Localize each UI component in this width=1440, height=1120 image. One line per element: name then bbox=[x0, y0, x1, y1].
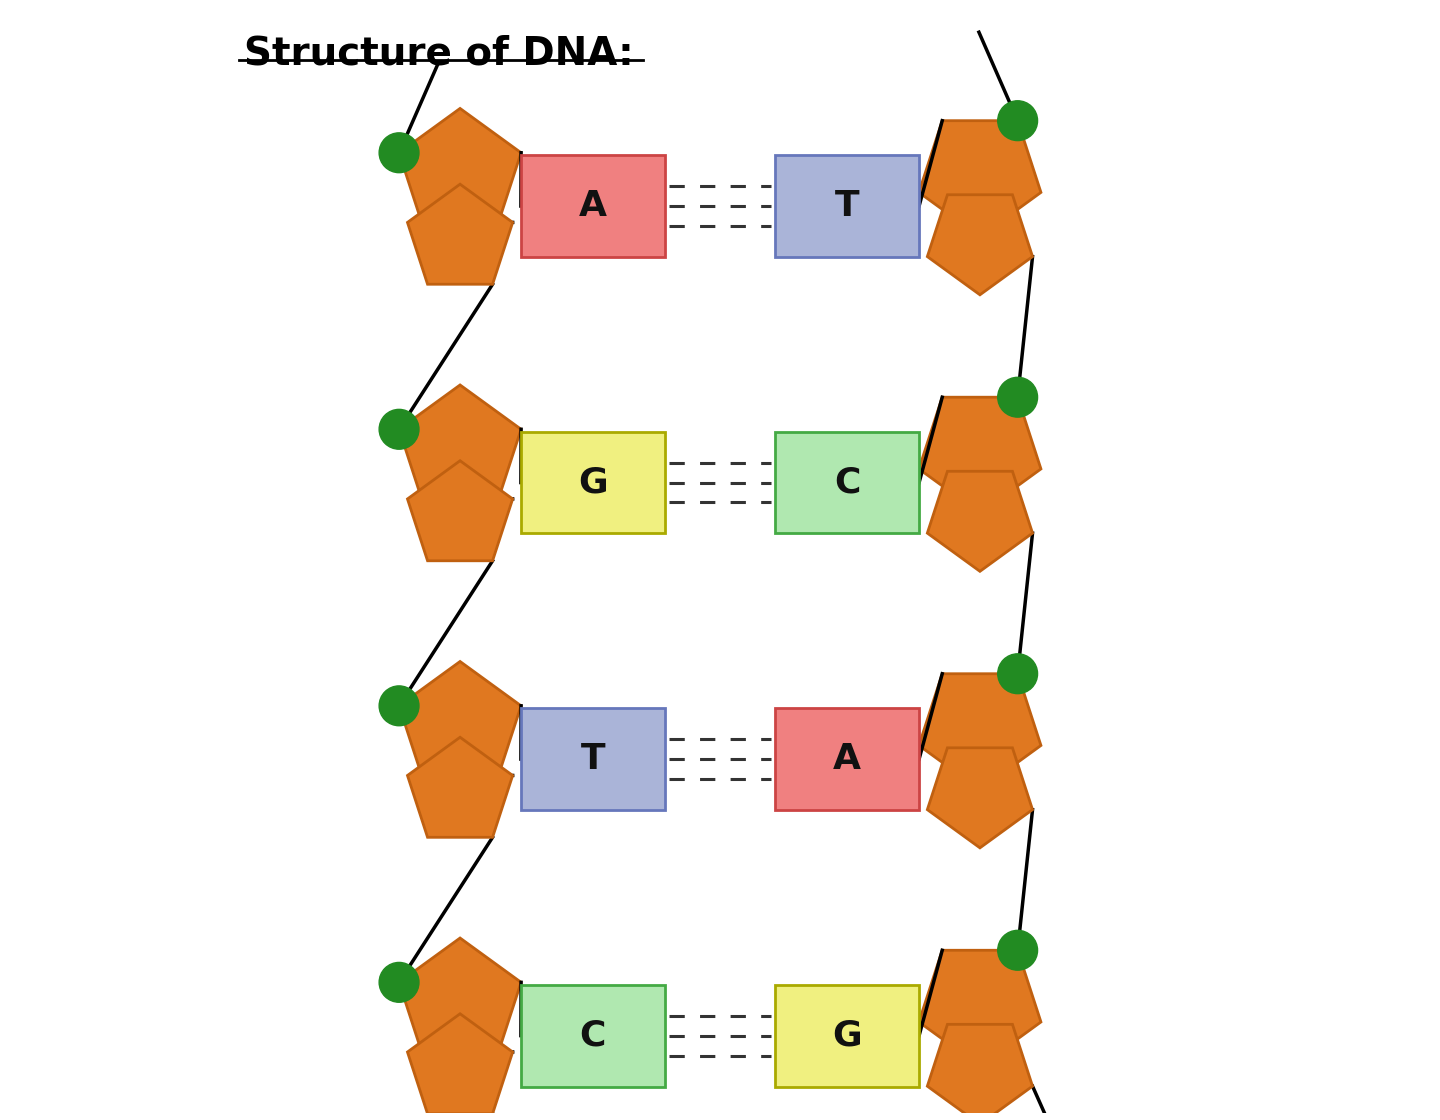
FancyBboxPatch shape bbox=[775, 708, 919, 810]
Text: G: G bbox=[577, 466, 608, 500]
Text: G: G bbox=[832, 1018, 863, 1053]
Polygon shape bbox=[927, 1025, 1032, 1120]
Text: A: A bbox=[579, 189, 606, 223]
Polygon shape bbox=[399, 109, 521, 224]
FancyBboxPatch shape bbox=[521, 431, 665, 533]
Polygon shape bbox=[919, 121, 1041, 236]
FancyBboxPatch shape bbox=[775, 431, 919, 533]
Polygon shape bbox=[408, 460, 513, 561]
Polygon shape bbox=[919, 398, 1041, 513]
Polygon shape bbox=[399, 385, 521, 501]
FancyBboxPatch shape bbox=[775, 984, 919, 1086]
Text: T: T bbox=[580, 743, 605, 776]
FancyBboxPatch shape bbox=[521, 708, 665, 810]
FancyBboxPatch shape bbox=[521, 156, 665, 256]
Polygon shape bbox=[399, 939, 521, 1054]
Polygon shape bbox=[919, 674, 1041, 790]
Circle shape bbox=[379, 685, 419, 726]
Circle shape bbox=[379, 962, 419, 1002]
Text: C: C bbox=[834, 466, 860, 500]
Text: T: T bbox=[835, 189, 860, 223]
Text: A: A bbox=[834, 743, 861, 776]
FancyBboxPatch shape bbox=[775, 156, 919, 256]
Circle shape bbox=[998, 101, 1038, 141]
Polygon shape bbox=[927, 472, 1032, 571]
Polygon shape bbox=[408, 737, 513, 838]
Circle shape bbox=[379, 410, 419, 449]
Polygon shape bbox=[399, 662, 521, 777]
Circle shape bbox=[998, 377, 1038, 417]
Polygon shape bbox=[408, 184, 513, 284]
Polygon shape bbox=[408, 1014, 513, 1113]
Circle shape bbox=[379, 133, 419, 172]
Text: C: C bbox=[580, 1018, 606, 1053]
Circle shape bbox=[998, 654, 1038, 693]
Polygon shape bbox=[927, 195, 1032, 295]
Text: Structure of DNA:: Structure of DNA: bbox=[245, 35, 634, 73]
Polygon shape bbox=[919, 950, 1041, 1066]
Circle shape bbox=[998, 931, 1038, 970]
Polygon shape bbox=[927, 748, 1032, 848]
FancyBboxPatch shape bbox=[521, 984, 665, 1086]
